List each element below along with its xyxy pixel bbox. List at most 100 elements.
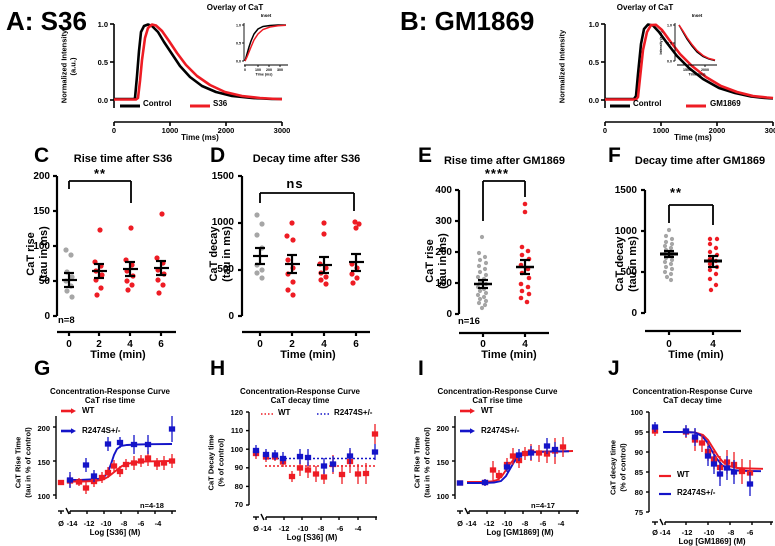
panel-a-inset-ytick-2: 0.0 xyxy=(236,60,241,64)
panel-c-n-label: n=8 xyxy=(58,315,75,326)
panel-a-ytick-2: 0.0 xyxy=(97,96,108,105)
panel-c-xlabel: Time (min) xyxy=(90,349,146,361)
panel-g-xtick-4: -8 xyxy=(120,519,128,528)
panel-a-inset-ytick-1: 0.5 xyxy=(236,42,241,46)
panel-j-xtick-4: -8 xyxy=(727,528,735,537)
panel-i-xtick-4: -8 xyxy=(521,519,529,528)
panel-g-ytick-1: 150 xyxy=(37,458,50,467)
panel-i-legend-wt: WT xyxy=(481,406,494,415)
panel-b-inset-xlabel: Time (ms) xyxy=(689,73,707,77)
panel-i-xlabel: Log [GM1869] (M) xyxy=(486,528,554,537)
panel-d-label: D xyxy=(210,144,226,167)
panel-c-ytick-3: 50 xyxy=(38,276,50,287)
panel-c: C Rise time after S36 CaT rise (tau in m… xyxy=(0,143,190,361)
panel-d-ytick-2: 500 xyxy=(217,264,234,275)
panel-a-label: A: S36 xyxy=(6,6,87,36)
panel-h-ytick-0: 120 xyxy=(230,408,243,417)
panel-d: D Decay time after S36 CaT decay (tau in… xyxy=(190,143,380,361)
panel-g-ylabel-line1: CaT Rise Time xyxy=(13,436,23,489)
panel-g: G Concentration-Response Curve CaT rise … xyxy=(0,358,190,539)
panel-j-xtick-3: -10 xyxy=(703,528,715,537)
panel-f-label: F xyxy=(608,144,621,167)
panel-f-plot xyxy=(641,188,741,335)
panel-j-ytick-3: 85 xyxy=(634,468,643,477)
panel-g-ytick-0: 200 xyxy=(37,424,50,433)
panel-f-title: Decay time after GM1869 xyxy=(634,155,766,167)
panel-a-ytick-1: 0.5 xyxy=(97,58,108,67)
panel-b-ytick-1: 0.5 xyxy=(588,58,599,67)
panel-h-title-line1: Concentration-Response Curve xyxy=(239,387,361,396)
panel-e-ytick-0: 400 xyxy=(435,185,452,196)
panel-a-inset-title: Inset xyxy=(260,13,272,18)
panel-i-ylabel-line1: CaT Rise Time xyxy=(412,436,422,489)
panel-h-xtick-5: -6 xyxy=(336,524,344,533)
panel-i-xtick-3: -10 xyxy=(501,519,513,528)
panel-j-xtick-1: -14 xyxy=(659,528,671,537)
panel-h-legend-wt: WT xyxy=(278,408,291,417)
panel-h-title-line2: CaT decay time xyxy=(270,396,330,405)
panel-b-ylabel-line1: Normalized Intensity xyxy=(557,29,567,104)
panel-h-ytick-4: 80 xyxy=(234,482,243,491)
panel-a-legend xyxy=(120,104,210,108)
panel-h-ytick-5: 70 xyxy=(234,500,243,509)
panel-a-ylabel-line1: Normalized Intensity xyxy=(59,29,69,104)
panel-h-xtick-2: -12 xyxy=(278,524,290,533)
panel-a-xtick-3: 3000 xyxy=(273,126,291,135)
panel-h-xlabel: Log [S36] (M) xyxy=(286,533,338,542)
panel-d-ylabel-line1: CaT decay xyxy=(208,226,220,282)
panel-j: J Concentration-Response Curve CaT decay… xyxy=(575,357,775,546)
panel-g-xtick-2: -12 xyxy=(83,519,95,528)
panel-a-xtick-0: 0 xyxy=(111,126,117,135)
panel-b-xtick-1: 1000 xyxy=(652,126,670,135)
panel-h-xtick-0: Ø xyxy=(253,524,259,533)
panel-g-label: G xyxy=(34,357,51,380)
panel-a-xtick-1: 1000 xyxy=(161,126,179,135)
panel-a-legend-control: Control xyxy=(143,99,172,108)
panel-h: H Concentration-Response Curve CaT decay… xyxy=(190,358,380,542)
panel-c-xtick-3: 6 xyxy=(158,339,164,350)
panel-j-legend-wt: WT xyxy=(677,470,690,479)
panel-a-inset-xtick-2: 200 xyxy=(266,68,272,72)
panel-f: F Decay time after GM1869 CaT decay (tau… xyxy=(575,143,775,361)
panel-a: A: S36 Overlay of CaT Normalized Intensi… xyxy=(0,0,390,142)
panel-j-title-line2: CaT decay time xyxy=(663,396,722,405)
panel-d-xtick-0: 0 xyxy=(257,339,263,350)
panel-h-ylabel-line1: CaT Decay time xyxy=(206,434,216,491)
panel-d-ytick-3: 0 xyxy=(228,311,234,322)
panel-c-xtick-0: 0 xyxy=(66,339,72,350)
panel-a-inset-plot: 1.0 0.5 0.0 0 100 200 300 Time (ms) xyxy=(236,23,288,77)
panel-e-n-label: n=16 xyxy=(458,316,480,327)
panel-g-legend-wt: WT xyxy=(82,406,95,415)
panel-a-ylabel-line2: (a.u.) xyxy=(68,57,78,76)
panel-j-plot xyxy=(646,411,773,526)
panel-h-xtick-6: -4 xyxy=(354,524,362,533)
panel-f-ytick-3: 0 xyxy=(631,308,637,319)
panel-e-significance: **** xyxy=(484,166,510,181)
panel-b-legend-treated: GM1869 xyxy=(710,99,741,108)
panel-b-inset-xtick-1: 2000 xyxy=(701,68,709,72)
panel-b-ytick-2: 0.0 xyxy=(588,96,599,105)
panel-e-title: Rise time after GM1869 xyxy=(443,155,566,167)
panel-g-n-label: n=4-18 xyxy=(140,501,164,510)
panel-h-ytick-1: 110 xyxy=(230,426,243,435)
panel-b-inset-title: Inset xyxy=(691,13,703,18)
panel-i-xtick-6: -4 xyxy=(557,519,565,528)
panel-h-ytick-3: 90 xyxy=(234,463,243,472)
panel-j-label: J xyxy=(608,357,620,380)
panel-c-label: C xyxy=(34,144,50,167)
panel-f-significance: ** xyxy=(669,185,683,200)
panel-b-inset-ytick-2: 0.0 xyxy=(667,60,672,64)
panel-g-xtick-5: -6 xyxy=(137,519,145,528)
panel-d-significance: ns xyxy=(286,176,304,191)
panel-b-xtick-2: 2000 xyxy=(708,126,726,135)
panel-j-title-line1: Concentration-Response Curve xyxy=(632,387,753,396)
panel-a-xtick-2: 2000 xyxy=(217,126,235,135)
panel-d-ytick-1: 1000 xyxy=(211,217,234,228)
panel-d-title: Decay time after S36 xyxy=(252,153,361,165)
panel-g-xtick-0: Ø xyxy=(58,519,64,528)
panel-g-xtick-6: -4 xyxy=(154,519,162,528)
panel-g-legend-mutant: R2474S+/- xyxy=(82,426,121,435)
panel-a-inset-xlabel: Time (ms) xyxy=(256,73,274,77)
panel-c-ytick-2: 100 xyxy=(33,241,50,252)
panel-i-title-line2: CaT rise time xyxy=(472,396,523,405)
